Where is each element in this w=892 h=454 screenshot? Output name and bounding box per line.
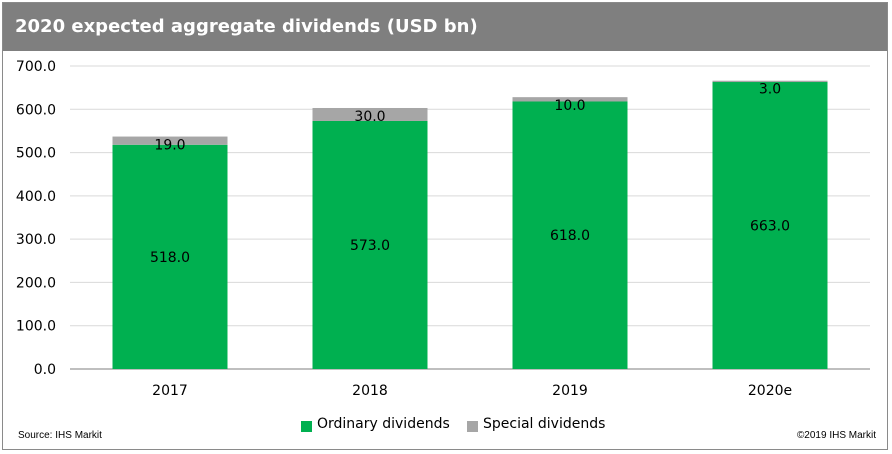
bar-special xyxy=(712,80,828,83)
bar-special xyxy=(112,136,228,145)
legend-label-ordinary: Ordinary dividends xyxy=(317,416,450,432)
bar-ordinary xyxy=(112,144,228,369)
bar-ordinary xyxy=(712,82,828,369)
data-label-special: 19.0 xyxy=(154,138,185,154)
chart-title: 2020 expected aggregate dividends (USD b… xyxy=(15,16,478,37)
bar-special xyxy=(512,97,628,102)
x-tick-label: 2018 xyxy=(352,383,388,399)
data-label-special: 30.0 xyxy=(354,109,385,125)
y-tick-label: 0.0 xyxy=(34,362,56,378)
y-tick-label: 600.0 xyxy=(16,102,56,118)
x-tick-label: 2019 xyxy=(552,383,588,399)
legend-swatch-special xyxy=(467,421,478,432)
title-bar: 2020 expected aggregate dividends (USD b… xyxy=(3,3,887,51)
legend: Ordinary dividends Special dividends xyxy=(0,416,892,438)
y-tick-label: 400.0 xyxy=(16,189,56,205)
legend-label-special: Special dividends xyxy=(483,416,606,432)
bar-special xyxy=(312,107,428,121)
x-tick-label: 2020e xyxy=(748,383,792,399)
copyright-note: ©2019 IHS Markit xyxy=(796,430,876,441)
legend-swatch-ordinary xyxy=(301,421,312,432)
y-tick-label: 700.0 xyxy=(16,59,56,75)
y-tick-label: 200.0 xyxy=(16,275,56,291)
bar-ordinary xyxy=(512,101,628,369)
y-tick-label: 100.0 xyxy=(16,319,56,335)
y-tick-label: 500.0 xyxy=(16,146,56,162)
data-label-ordinary: 618.0 xyxy=(550,228,590,244)
x-tick-label: 2017 xyxy=(152,383,188,399)
data-label-special: 10.0 xyxy=(554,98,585,114)
y-tick-label: 300.0 xyxy=(16,232,56,248)
source-note: Source: IHS Markit xyxy=(18,430,102,441)
data-label-ordinary: 573.0 xyxy=(350,238,390,254)
data-label-ordinary: 518.0 xyxy=(150,250,190,266)
bar-ordinary xyxy=(312,120,428,369)
data-label-ordinary: 663.0 xyxy=(750,219,790,235)
data-label-special: 3.0 xyxy=(759,82,781,98)
